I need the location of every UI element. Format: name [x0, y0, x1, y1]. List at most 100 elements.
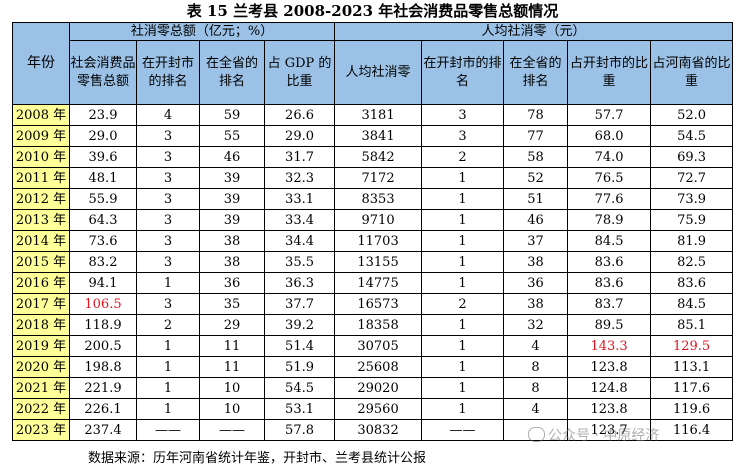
cell-percapita: 18358: [334, 314, 423, 336]
cell-pc-henan-share: 82.5: [650, 251, 734, 273]
cell-pc-kaifeng-rank: 1: [421, 272, 505, 294]
cell-year: 2016 年: [12, 272, 70, 294]
cell-pc-henan-share: 72.7: [650, 167, 734, 189]
cell-province-rank: 59: [199, 104, 265, 126]
cell-pc-kaifeng-share: 74.0: [567, 146, 652, 168]
cell-kaifeng-rank: 3: [136, 251, 200, 273]
cell-gdp-share: 54.5: [263, 377, 336, 399]
table-row: 2009 年 29.0 3 55 29.0 3841 3 77 68.0 54.5: [12, 125, 734, 147]
cell-total: 73.6: [69, 230, 137, 252]
cell-percapita: 29020: [334, 377, 423, 399]
cell-total: 198.8: [69, 356, 137, 378]
cell-pc-province-rank: [503, 419, 569, 441]
cell-percapita: 25608: [334, 356, 423, 378]
watermark: 公众号 · 中原经济: [528, 425, 659, 445]
cell-kaifeng-rank: 1: [136, 356, 200, 378]
table-row: 2021 年 221.9 1 10 54.5 29020 1 8 124.8 117.6: [12, 377, 734, 399]
cell-year: 2014 年: [12, 230, 70, 252]
cell-gdp-share: 36.3: [263, 272, 336, 294]
cell-pc-kaifeng-rank: 1: [421, 335, 505, 357]
cell-pc-province-rank: 37: [503, 230, 569, 252]
cell-pc-kaifeng-share: 123.8: [567, 356, 652, 378]
cell-percapita: 3841: [334, 125, 423, 147]
cell-pc-province-rank: 4: [503, 398, 569, 420]
cell-year: 2010 年: [12, 146, 70, 168]
cell-total: 83.2: [69, 251, 137, 273]
cell-province-rank: ——: [199, 419, 265, 441]
cell-total: 55.9: [69, 188, 137, 210]
cell-kaifeng-rank: 3: [136, 230, 200, 252]
cell-province-rank: 46: [199, 146, 265, 168]
table-row: 2020 年 198.8 1 11 51.9 25608 1 8 123.8 113.1: [12, 356, 734, 378]
cell-pc-henan-share: 84.5: [650, 293, 734, 315]
cell-year: 2017 年: [12, 293, 70, 315]
cell-pc-henan-share: 113.1: [650, 356, 734, 378]
cell-pc-province-rank: 32: [503, 314, 569, 336]
cell-kaifeng-rank: 3: [136, 209, 200, 231]
cell-pc-kaifeng-share: 124.8: [567, 377, 652, 399]
cell-pc-kaifeng-rank: 1: [421, 188, 505, 210]
header-pc-value: 人均社消零: [334, 40, 423, 105]
table-row: 2019 年 200.5 1 11 51.4 30705 1 4 143.3 129.5: [12, 335, 734, 357]
cell-total: 48.1: [69, 167, 137, 189]
cell-pc-kaifeng-share: 143.3: [567, 335, 652, 357]
cell-total: 221.9: [69, 377, 137, 399]
cell-gdp-share: 34.4: [263, 230, 336, 252]
cell-year: 2020 年: [12, 356, 70, 378]
header-pc-province-rank: 在全省的排名: [503, 40, 569, 105]
cell-pc-henan-share: 69.3: [650, 146, 734, 168]
cell-gdp-share: 37.7: [263, 293, 336, 315]
cell-year: 2008 年: [12, 104, 70, 126]
cell-percapita: 13155: [334, 251, 423, 273]
table-row: 2022 年 226.1 1 10 53.1 29560 1 4 123.8 119.6: [12, 398, 734, 420]
cell-gdp-share: 51.9: [263, 356, 336, 378]
header-total-kaifeng-rank: 在开封市的排名: [136, 40, 200, 105]
watermark-text: 公众号 · 中原经济: [548, 428, 660, 444]
cell-year: 2023 年: [12, 419, 70, 441]
cell-total: 64.3: [69, 209, 137, 231]
cell-year: 2022 年: [12, 398, 70, 420]
header-total-value: 社会消费品零售总额: [69, 40, 137, 105]
cell-year: 2019 年: [12, 335, 70, 357]
cell-pc-province-rank: 78: [503, 104, 569, 126]
cell-pc-province-rank: 8: [503, 377, 569, 399]
table-row: 2013 年 64.3 3 39 33.4 9710 1 46 78.9 75.9: [12, 209, 734, 231]
cell-province-rank: 29: [199, 314, 265, 336]
cell-pc-province-rank: 51: [503, 188, 569, 210]
cell-pc-kaifeng-share: 123.8: [567, 398, 652, 420]
cell-province-rank: 39: [199, 167, 265, 189]
cell-pc-kaifeng-share: 84.5: [567, 230, 652, 252]
cell-kaifeng-rank: ——: [136, 419, 200, 441]
header-total-gdp-share: 占 GDP 的比重: [263, 40, 336, 105]
cell-province-rank: 39: [199, 209, 265, 231]
cell-pc-kaifeng-share: 123.7: [567, 419, 652, 441]
cell-gdp-share: 33.4: [263, 209, 336, 231]
cell-pc-province-rank: 4: [503, 335, 569, 357]
cell-gdp-share: 31.7: [263, 146, 336, 168]
cell-province-rank: 55: [199, 125, 265, 147]
cell-pc-province-rank: 38: [503, 293, 569, 315]
cell-total: 23.9: [69, 104, 137, 126]
cell-pc-kaifeng-rank: 3: [421, 104, 505, 126]
cell-kaifeng-rank: 1: [136, 398, 200, 420]
cell-pc-kaifeng-share: 78.9: [567, 209, 652, 231]
cell-gdp-share: 51.4: [263, 335, 336, 357]
cell-total: 106.5: [69, 293, 137, 315]
cell-pc-kaifeng-rank: 2: [421, 146, 505, 168]
cell-year: 2018 年: [12, 314, 70, 336]
cell-kaifeng-rank: 2: [136, 314, 200, 336]
cell-pc-henan-share: 81.9: [650, 230, 734, 252]
cell-percapita: 3181: [334, 104, 423, 126]
cell-province-rank: 35: [199, 293, 265, 315]
cell-percapita: 30832: [334, 419, 423, 441]
cell-pc-kaifeng-share: 76.5: [567, 167, 652, 189]
table-title: 表 15 兰考县 2008-2023 年社会消费品零售总额情况: [186, 2, 559, 20]
cell-kaifeng-rank: 3: [136, 188, 200, 210]
cell-pc-henan-share: 129.5: [650, 335, 734, 357]
cell-province-rank: 36: [199, 272, 265, 294]
cell-percapita: 9710: [334, 209, 423, 231]
cell-total: 118.9: [69, 314, 137, 336]
cell-percapita: 5842: [334, 146, 423, 168]
cell-pc-province-rank: 36: [503, 272, 569, 294]
wechat-icon: [528, 427, 545, 442]
